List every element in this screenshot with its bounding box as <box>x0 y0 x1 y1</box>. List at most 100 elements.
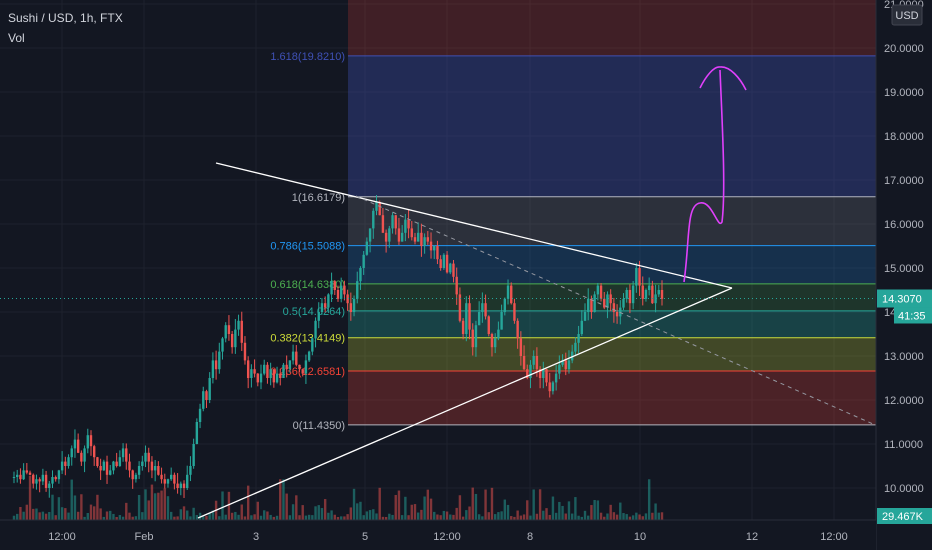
volume-bar <box>580 516 584 520</box>
candle-body <box>19 474 22 480</box>
candle-body <box>638 268 641 286</box>
candle-body <box>112 461 115 471</box>
candle-body <box>587 298 590 312</box>
volume-bar <box>356 503 359 520</box>
volume-bar <box>298 515 301 520</box>
projection-arrow-drawing[interactable] <box>683 66 747 283</box>
volume-bar <box>506 504 510 520</box>
volume-bar <box>12 515 16 520</box>
upper-trendline[interactable] <box>215 162 733 289</box>
fib-level-label: 1.618(19.8210) <box>270 51 345 63</box>
volume-bar <box>266 511 269 520</box>
trend-drawings[interactable] <box>197 66 874 519</box>
volume-bar <box>186 510 189 520</box>
volume-bar <box>628 516 632 520</box>
time-tick-label: 12:00 <box>820 531 848 543</box>
volume-bar <box>25 504 29 520</box>
candle-body <box>359 268 362 282</box>
volume-bar <box>89 504 93 520</box>
dashed-trendline[interactable] <box>355 195 874 425</box>
volume-bar <box>137 494 141 520</box>
candle-body <box>166 479 170 484</box>
volume-bar <box>19 507 22 520</box>
candle-body <box>410 228 413 238</box>
volume-bar <box>606 513 609 520</box>
volume-bar <box>429 498 433 520</box>
candle-body <box>519 338 523 356</box>
volume-bar <box>471 487 474 520</box>
candle-body <box>615 312 619 317</box>
time-tick-label: Feb <box>135 531 154 543</box>
candle-body <box>497 329 500 339</box>
volume-bar <box>218 516 221 520</box>
volume-bar <box>272 516 276 520</box>
candle-body <box>253 369 256 374</box>
volume-bar <box>323 499 327 520</box>
volume-bar <box>320 508 324 520</box>
candle-body <box>237 320 240 330</box>
fib-zone <box>348 55 876 197</box>
candle-body <box>89 435 93 447</box>
volume-bar <box>445 511 449 520</box>
volume-bar <box>250 515 253 520</box>
candle-body <box>465 303 468 334</box>
candle-body <box>198 408 202 422</box>
volume-bar <box>487 512 490 520</box>
candle-body <box>330 281 333 295</box>
volume-bar <box>189 516 192 520</box>
fibonacci-retracement[interactable]: 1.618(19.8210) 1(16.6179) 0.786(15.5088) 0.… <box>270 0 876 432</box>
candle-body <box>195 422 199 444</box>
volume-bar <box>439 515 442 520</box>
candle-body <box>628 290 632 304</box>
candle-body <box>32 474 35 484</box>
candle-body <box>96 457 99 466</box>
volume-bar <box>336 516 340 520</box>
candle-body <box>131 470 134 480</box>
volume-bar <box>513 516 516 520</box>
volume-bar <box>583 510 587 520</box>
volume-bar <box>38 512 41 520</box>
candle-body <box>644 290 648 299</box>
volume-bar <box>182 506 186 520</box>
volume-bar <box>490 487 494 520</box>
volume-bar <box>112 513 115 520</box>
candle-body <box>388 228 391 242</box>
volume-label: Vol <box>8 31 25 45</box>
volume-bar <box>526 500 529 520</box>
candle-body <box>603 298 606 308</box>
volume-bar <box>503 499 507 520</box>
candle-body <box>250 369 253 378</box>
volume-bar <box>301 505 304 520</box>
volume-bar <box>362 515 365 520</box>
candle-body <box>54 477 57 480</box>
candle-body <box>125 448 128 462</box>
volume-bar <box>105 511 109 520</box>
volume-bar <box>587 515 590 520</box>
price-axis[interactable]: 10.000011.000012.000013.000014.000015.00… <box>875 0 932 550</box>
candle-body <box>224 325 227 339</box>
candle-body <box>442 254 446 268</box>
volume-bar <box>529 515 532 520</box>
volume-bar <box>73 495 77 520</box>
candle-body <box>458 294 462 321</box>
candle-body <box>580 320 584 334</box>
candle-body <box>115 461 118 466</box>
price-tick-label: 10.0000 <box>884 483 924 495</box>
price-tick-label: 15.0000 <box>884 263 924 275</box>
volume-bar <box>567 501 571 520</box>
candle-body <box>391 215 394 229</box>
volume-bar <box>41 511 45 520</box>
lower-trendline[interactable] <box>197 287 733 519</box>
volume-bar <box>304 515 308 520</box>
fib-level-label: 0(11.4350) <box>293 420 345 432</box>
volume-bar <box>493 514 497 520</box>
time-axis[interactable]: 12:00 Feb 3 5 12:00 8 10 12 12:00 <box>0 519 876 550</box>
volume-bar <box>314 506 317 520</box>
candle-body <box>561 360 564 365</box>
candle-body <box>298 364 301 370</box>
volume-bar <box>468 506 471 520</box>
volume-bar <box>343 516 346 520</box>
candle-body <box>439 259 442 268</box>
volume-bar <box>461 516 465 520</box>
